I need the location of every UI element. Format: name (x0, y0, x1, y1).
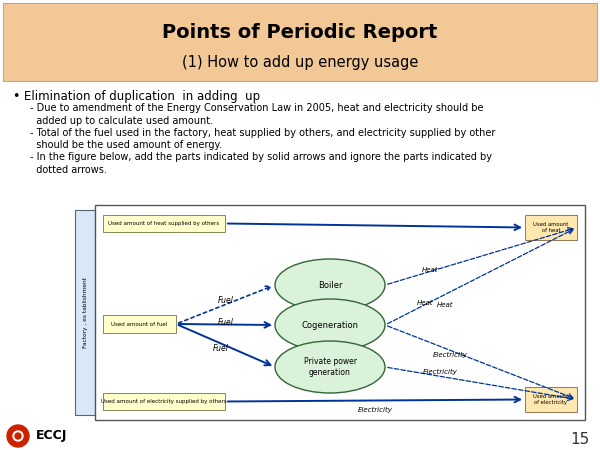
FancyBboxPatch shape (103, 393, 225, 410)
Circle shape (7, 425, 29, 447)
Text: - Due to amendment of the Energy Conservation Law in 2005, heat and electricity : - Due to amendment of the Energy Conserv… (30, 103, 484, 126)
Text: Electricity: Electricity (433, 352, 467, 358)
Ellipse shape (275, 259, 385, 311)
Text: Private power
generation: Private power generation (304, 357, 356, 377)
FancyBboxPatch shape (103, 215, 225, 232)
Text: Cogeneration: Cogeneration (302, 320, 359, 329)
FancyBboxPatch shape (75, 210, 95, 415)
Text: Boiler: Boiler (318, 280, 342, 289)
Text: •: • (12, 90, 19, 103)
FancyBboxPatch shape (525, 215, 577, 240)
Text: Electricity: Electricity (358, 406, 392, 413)
Ellipse shape (275, 299, 385, 351)
Text: (1) How to add up energy usage: (1) How to add up energy usage (182, 54, 418, 69)
Circle shape (13, 431, 23, 441)
Text: Heat: Heat (422, 267, 438, 273)
Text: Heat: Heat (417, 300, 433, 306)
Text: Used amount
of electricity: Used amount of electricity (533, 394, 569, 405)
Text: Used amount of fuel: Used amount of fuel (112, 321, 167, 327)
Text: Fuel: Fuel (218, 318, 233, 327)
Text: Used amount of electricity supplied by others: Used amount of electricity supplied by o… (101, 399, 227, 404)
Text: 15: 15 (571, 432, 590, 447)
Text: - Total of the fuel used in the factory, heat supplied by others, and electricit: - Total of the fuel used in the factory,… (30, 127, 496, 150)
Text: ECCJ: ECCJ (36, 429, 67, 442)
Text: Points of Periodic Report: Points of Periodic Report (163, 22, 437, 41)
Ellipse shape (275, 341, 385, 393)
FancyBboxPatch shape (525, 387, 577, 412)
Text: Electricity: Electricity (422, 369, 457, 375)
Text: Used amount
of heat: Used amount of heat (533, 222, 569, 233)
Text: Used amount of heat supplied by others: Used amount of heat supplied by others (109, 221, 220, 226)
Circle shape (15, 433, 21, 439)
Text: Fuel: Fuel (212, 344, 229, 353)
FancyBboxPatch shape (3, 3, 597, 81)
FancyBboxPatch shape (103, 315, 176, 333)
Text: Elimination of duplication  in adding  up: Elimination of duplication in adding up (24, 90, 260, 103)
Text: Fuel: Fuel (218, 296, 233, 305)
Text: Heat: Heat (437, 302, 453, 308)
FancyBboxPatch shape (95, 205, 585, 420)
Text: Factory , es tablishment: Factory , es tablishment (83, 277, 88, 348)
Text: - In the figure below, add the parts indicated by solid arrows and ignore the pa: - In the figure below, add the parts ind… (30, 152, 492, 175)
